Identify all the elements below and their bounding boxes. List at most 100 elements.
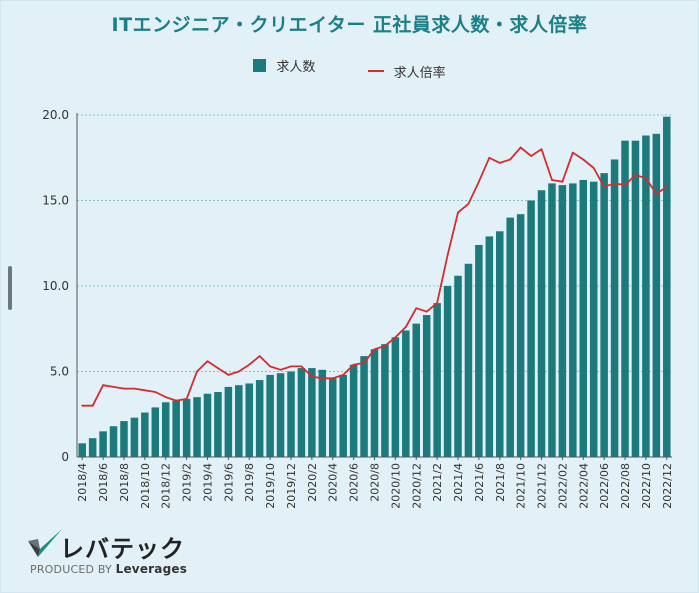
bar: [558, 185, 567, 458]
resize-handle[interactable]: [8, 266, 12, 310]
line-point: [613, 182, 616, 185]
legend: 求人数 求人倍率: [0, 56, 699, 81]
line-point: [415, 307, 418, 310]
x-tick-label: 2021/8: [494, 463, 507, 502]
x-tick-label: 2020/8: [369, 463, 382, 502]
line-point: [551, 179, 553, 181]
bar: [506, 217, 514, 457]
bar: [610, 159, 619, 457]
line-point: [352, 363, 355, 366]
bar: [621, 140, 629, 457]
line-point: [592, 167, 595, 169]
line-point: [217, 367, 219, 369]
x-tick-label: 2019/10: [264, 463, 277, 509]
line-series: [81, 146, 668, 407]
brand-logo-text: レバテック: [60, 535, 185, 563]
line-point: [373, 348, 376, 351]
bar: [433, 303, 441, 457]
line-point: [290, 365, 292, 368]
line-point: [425, 310, 428, 313]
legend-label-bars: 求人数: [276, 60, 316, 75]
x-tick-label: 2022/10: [640, 463, 653, 509]
bar: [652, 133, 661, 457]
x-tick-label: 2022/04: [577, 463, 590, 509]
bar: [151, 407, 160, 457]
x-tick-label: 2021/10: [515, 463, 528, 509]
line-point: [467, 203, 470, 205]
bar: [422, 315, 431, 457]
bar: [496, 231, 504, 457]
line-point: [310, 375, 313, 378]
bar: [464, 263, 473, 457]
x-tick-label: 2022/02: [556, 463, 569, 509]
x-tick-label: 2018/6: [97, 463, 110, 502]
line-point: [342, 374, 345, 376]
x-tick-label: 2020/12: [410, 463, 423, 509]
x-tick-label: 2019/4: [201, 463, 214, 502]
bar: [78, 443, 86, 457]
bar: [391, 337, 400, 457]
line-point: [248, 363, 251, 366]
line-point: [665, 185, 668, 188]
line-point: [624, 184, 626, 187]
x-tick-label: 2020/10: [389, 463, 402, 509]
bar: [402, 330, 410, 457]
line-point: [143, 389, 146, 392]
bar: [339, 374, 347, 457]
bar: [161, 402, 170, 457]
line-point: [446, 254, 449, 257]
bar: [172, 400, 180, 457]
x-tick-labels: 2018/4 2018/6 2018/8 2018/10 2018/12 2019/2 20…: [76, 457, 674, 509]
bar: [516, 214, 525, 457]
x-tick-label: 2018/8: [118, 463, 131, 502]
line-point: [123, 387, 125, 390]
bar: [589, 181, 598, 457]
legend-swatch-bars: [253, 59, 267, 72]
x-tick-label: 2022/08: [619, 463, 632, 509]
x-tick-label: 2019/12: [285, 463, 298, 509]
bar: [454, 275, 462, 457]
line-point: [258, 355, 261, 358]
brand-mark-icon: [28, 529, 62, 557]
line-point: [655, 192, 658, 195]
bar: [579, 179, 588, 458]
line-point: [519, 146, 522, 149]
line-point: [164, 396, 167, 399]
x-tick-label: 2018/4: [76, 463, 89, 502]
line-point: [634, 173, 637, 176]
x-tick-label: 2020/4: [327, 463, 340, 502]
x-tick-label: 2021/12: [536, 463, 549, 509]
x-tick-label: 2021/2: [431, 463, 444, 502]
bar: [443, 286, 452, 457]
bar: [224, 386, 233, 457]
line-point: [196, 370, 198, 373]
bar: [130, 417, 139, 457]
bar: [642, 135, 650, 457]
line-point: [81, 404, 84, 407]
line-point: [279, 368, 282, 371]
bar: [412, 323, 421, 457]
bar: [485, 236, 494, 457]
bar: [663, 116, 671, 458]
y-tick-label: 0: [61, 450, 69, 464]
bar: [548, 183, 556, 457]
line-point: [206, 360, 209, 363]
line-point: [154, 391, 157, 393]
line-point: [321, 377, 324, 380]
bar: [600, 173, 608, 457]
line-point: [227, 374, 230, 376]
line-point: [603, 185, 606, 188]
line-point: [488, 156, 491, 159]
chart-title: ITエンジニア・クリエイター 正社員求人数・求人倍率: [111, 14, 588, 36]
bar: [141, 412, 149, 457]
bar: [88, 438, 97, 457]
x-tick-label: 2019/8: [243, 463, 256, 502]
brand-produced-by: PRODUCED BY Leverages: [30, 562, 187, 576]
bar: [99, 431, 107, 457]
produced-by-label: PRODUCED BY: [30, 563, 112, 576]
line-point: [237, 370, 240, 373]
bar: [537, 190, 546, 458]
y-tick-label: 10.0: [42, 279, 69, 293]
brand-logo: レバテック PRODUCED BY Leverages: [22, 525, 222, 581]
legend-item-line: 求人倍率: [367, 62, 446, 81]
